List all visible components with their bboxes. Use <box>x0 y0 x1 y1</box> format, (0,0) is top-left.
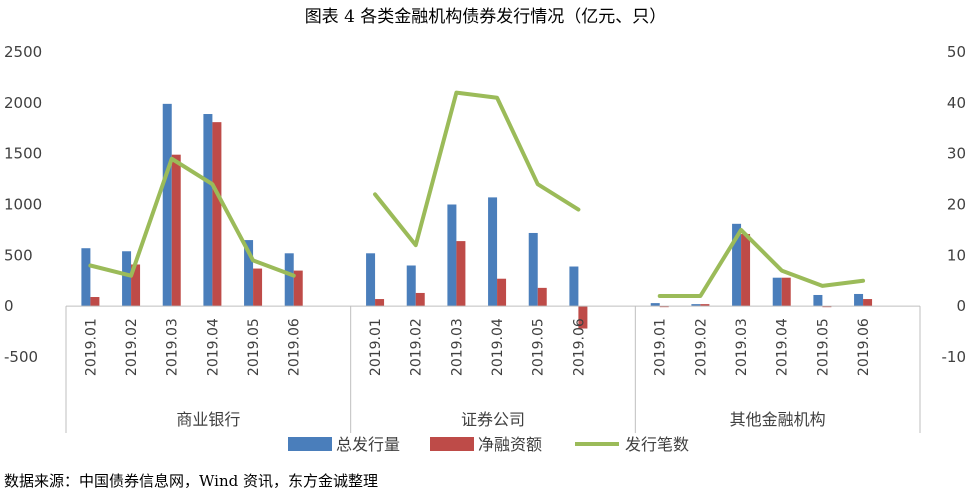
category-tick-label: 2019.04 <box>205 318 221 376</box>
bar-net-financing <box>171 154 181 307</box>
bar-total-issuance <box>284 253 294 307</box>
group-label: 证券公司 <box>461 410 525 429</box>
legend-label-count: 发行笔数 <box>625 435 689 454</box>
category-tick-label: 2019.05 <box>531 318 547 376</box>
left-axis-tick-label: -500 <box>4 348 38 366</box>
bar-total-issuance <box>81 248 91 307</box>
category-tick-label: 2019.05 <box>815 318 831 376</box>
bar-total-issuance <box>447 204 457 307</box>
left-axis-tick-label: 500 <box>4 246 33 264</box>
group-label: 其他金融机构 <box>730 410 826 429</box>
bar-total-issuance <box>122 251 132 307</box>
bar-net-financing <box>863 299 873 307</box>
bar-net-financing <box>741 233 751 307</box>
chart-title: 图表 4 各类金融机构债券发行情况（亿元、只） <box>304 7 667 27</box>
bar-net-financing <box>253 268 263 307</box>
legend-label-total: 总发行量 <box>336 435 400 454</box>
bar-net-financing <box>578 306 588 329</box>
line-issue-count <box>88 156 296 278</box>
category-tick-label: 2019.01 <box>653 318 669 376</box>
right-axis-tick-label: 30 <box>947 145 966 163</box>
bar-net-financing <box>415 292 425 307</box>
category-tick-label: 2019.01 <box>368 318 384 376</box>
left-axis-tick-label: 1500 <box>4 145 42 163</box>
category-tick-label: 2019.02 <box>409 318 425 376</box>
bar-total-issuance <box>650 303 660 307</box>
category-tick-label: 2019.01 <box>83 318 99 376</box>
bar-total-issuance <box>366 253 376 307</box>
left-axis: 2500 2000 1500 1000 500 0 -500 <box>4 43 42 366</box>
bar-net-financing <box>131 264 141 307</box>
bar-net-financing <box>537 287 547 307</box>
line-series <box>88 90 866 298</box>
category-tick-label: 2019.02 <box>124 318 140 376</box>
bar-total-issuance <box>528 232 538 307</box>
legend-swatch-net <box>430 437 474 451</box>
category-tick-label: 2019.06 <box>287 318 303 376</box>
bar-total-issuance <box>772 277 782 307</box>
category-axis: 2019.01 2019.02 2019.03 2019.04 2019.05 2019.… <box>65 305 921 433</box>
group-label: 商业银行 <box>176 410 240 429</box>
bar-net-financing <box>375 299 385 307</box>
right-axis-tick-label: 10 <box>947 246 966 264</box>
data-source-note: 数据来源：中国债券信息网，Wind 资讯，东方金诚整理 <box>4 472 378 490</box>
legend: 总发行量 净融资额 发行笔数 <box>288 435 689 454</box>
bar-net-financing <box>497 278 507 307</box>
line-issue-count <box>373 90 581 248</box>
category-tick-label: 2019.03 <box>449 318 465 376</box>
right-axis-tick-label: 20 <box>947 196 966 214</box>
legend-swatch-total <box>288 437 332 451</box>
bar-total-issuance <box>732 223 742 307</box>
line-issue-count <box>657 227 866 298</box>
bar-total-issuance <box>244 240 254 307</box>
right-axis-tick-label: -10 <box>942 348 967 366</box>
legend-label-net: 净融资额 <box>478 435 542 454</box>
bar-total-issuance <box>691 304 701 307</box>
right-axis: 50 40 30 20 10 0 -10 <box>942 43 967 366</box>
left-axis-tick-label: 2500 <box>4 43 42 61</box>
right-axis-tick-label: 0 <box>956 297 966 315</box>
bar-net-financing <box>212 122 222 307</box>
bar-net-financing <box>456 241 466 307</box>
category-tick-label: 2019.06 <box>571 318 587 376</box>
category-tick-label: 2019.04 <box>490 318 506 376</box>
category-tick-label: 2019.03 <box>734 318 750 376</box>
bar-net-financing <box>822 306 832 308</box>
left-axis-tick-label: 2000 <box>4 94 42 112</box>
bar-total-issuance <box>203 114 213 307</box>
left-axis-tick-label: 1000 <box>4 196 42 214</box>
category-tick-label: 2019.05 <box>246 318 262 376</box>
category-tick-label: 2019.03 <box>165 318 181 376</box>
bar-total-issuance <box>854 293 864 307</box>
category-tick-label: 2019.04 <box>775 318 791 376</box>
bar-total-issuance <box>162 103 172 307</box>
bar-series <box>81 103 873 329</box>
left-axis-tick-label: 0 <box>4 297 14 315</box>
bar-net-financing <box>90 297 100 307</box>
bar-total-issuance <box>813 294 823 307</box>
category-tick-label: 2019.02 <box>693 318 709 376</box>
bar-net-financing <box>700 304 710 307</box>
bar-total-issuance <box>406 265 416 307</box>
right-axis-tick-label: 50 <box>947 43 966 61</box>
bar-net-financing <box>293 270 303 307</box>
category-tick-label: 2019.06 <box>856 318 872 376</box>
bar-total-issuance <box>569 266 579 307</box>
right-axis-tick-label: 40 <box>947 94 966 112</box>
bar-total-issuance <box>488 197 498 307</box>
bar-net-financing <box>781 277 791 307</box>
